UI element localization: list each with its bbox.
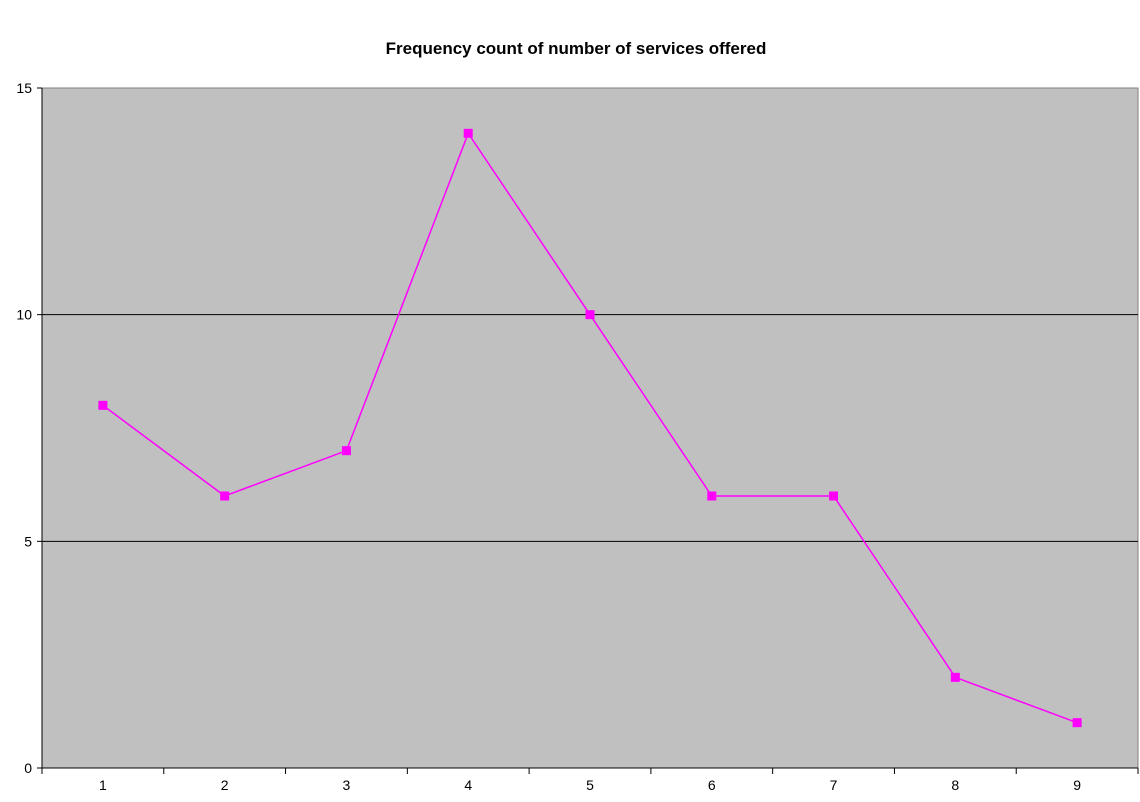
data-point-marker [463, 128, 473, 138]
x-tick-label: 3 [343, 777, 351, 793]
axes: 0 5 10 15 1 2 3 4 5 6 7 8 9 [16, 80, 1139, 793]
x-tick-label: 7 [830, 777, 838, 793]
x-tick-label: 2 [221, 777, 229, 793]
x-tick-label: 8 [951, 777, 959, 793]
data-point-marker [829, 491, 839, 501]
data-point-marker [707, 491, 717, 501]
plot-area [41, 87, 1139, 769]
x-tick-label: 1 [99, 777, 107, 793]
data-point-marker [585, 310, 595, 320]
data-point-marker [950, 672, 960, 682]
data-point-marker [98, 400, 108, 410]
y-tick-label: 0 [24, 760, 32, 776]
x-tick-label: 4 [464, 777, 472, 793]
series-layer [98, 128, 1082, 728]
x-tick-label: 9 [1073, 777, 1081, 793]
x-tick-label: 6 [708, 777, 716, 793]
y-tick-label: 5 [24, 533, 32, 549]
x-tick-label: 5 [586, 777, 594, 793]
y-tick-label: 15 [16, 80, 32, 96]
y-tick-label: 10 [16, 307, 32, 323]
data-point-marker [341, 446, 351, 456]
data-point-marker [1072, 718, 1082, 728]
data-point-marker [220, 491, 230, 501]
chart-title: Frequency count of number of services of… [386, 39, 767, 58]
